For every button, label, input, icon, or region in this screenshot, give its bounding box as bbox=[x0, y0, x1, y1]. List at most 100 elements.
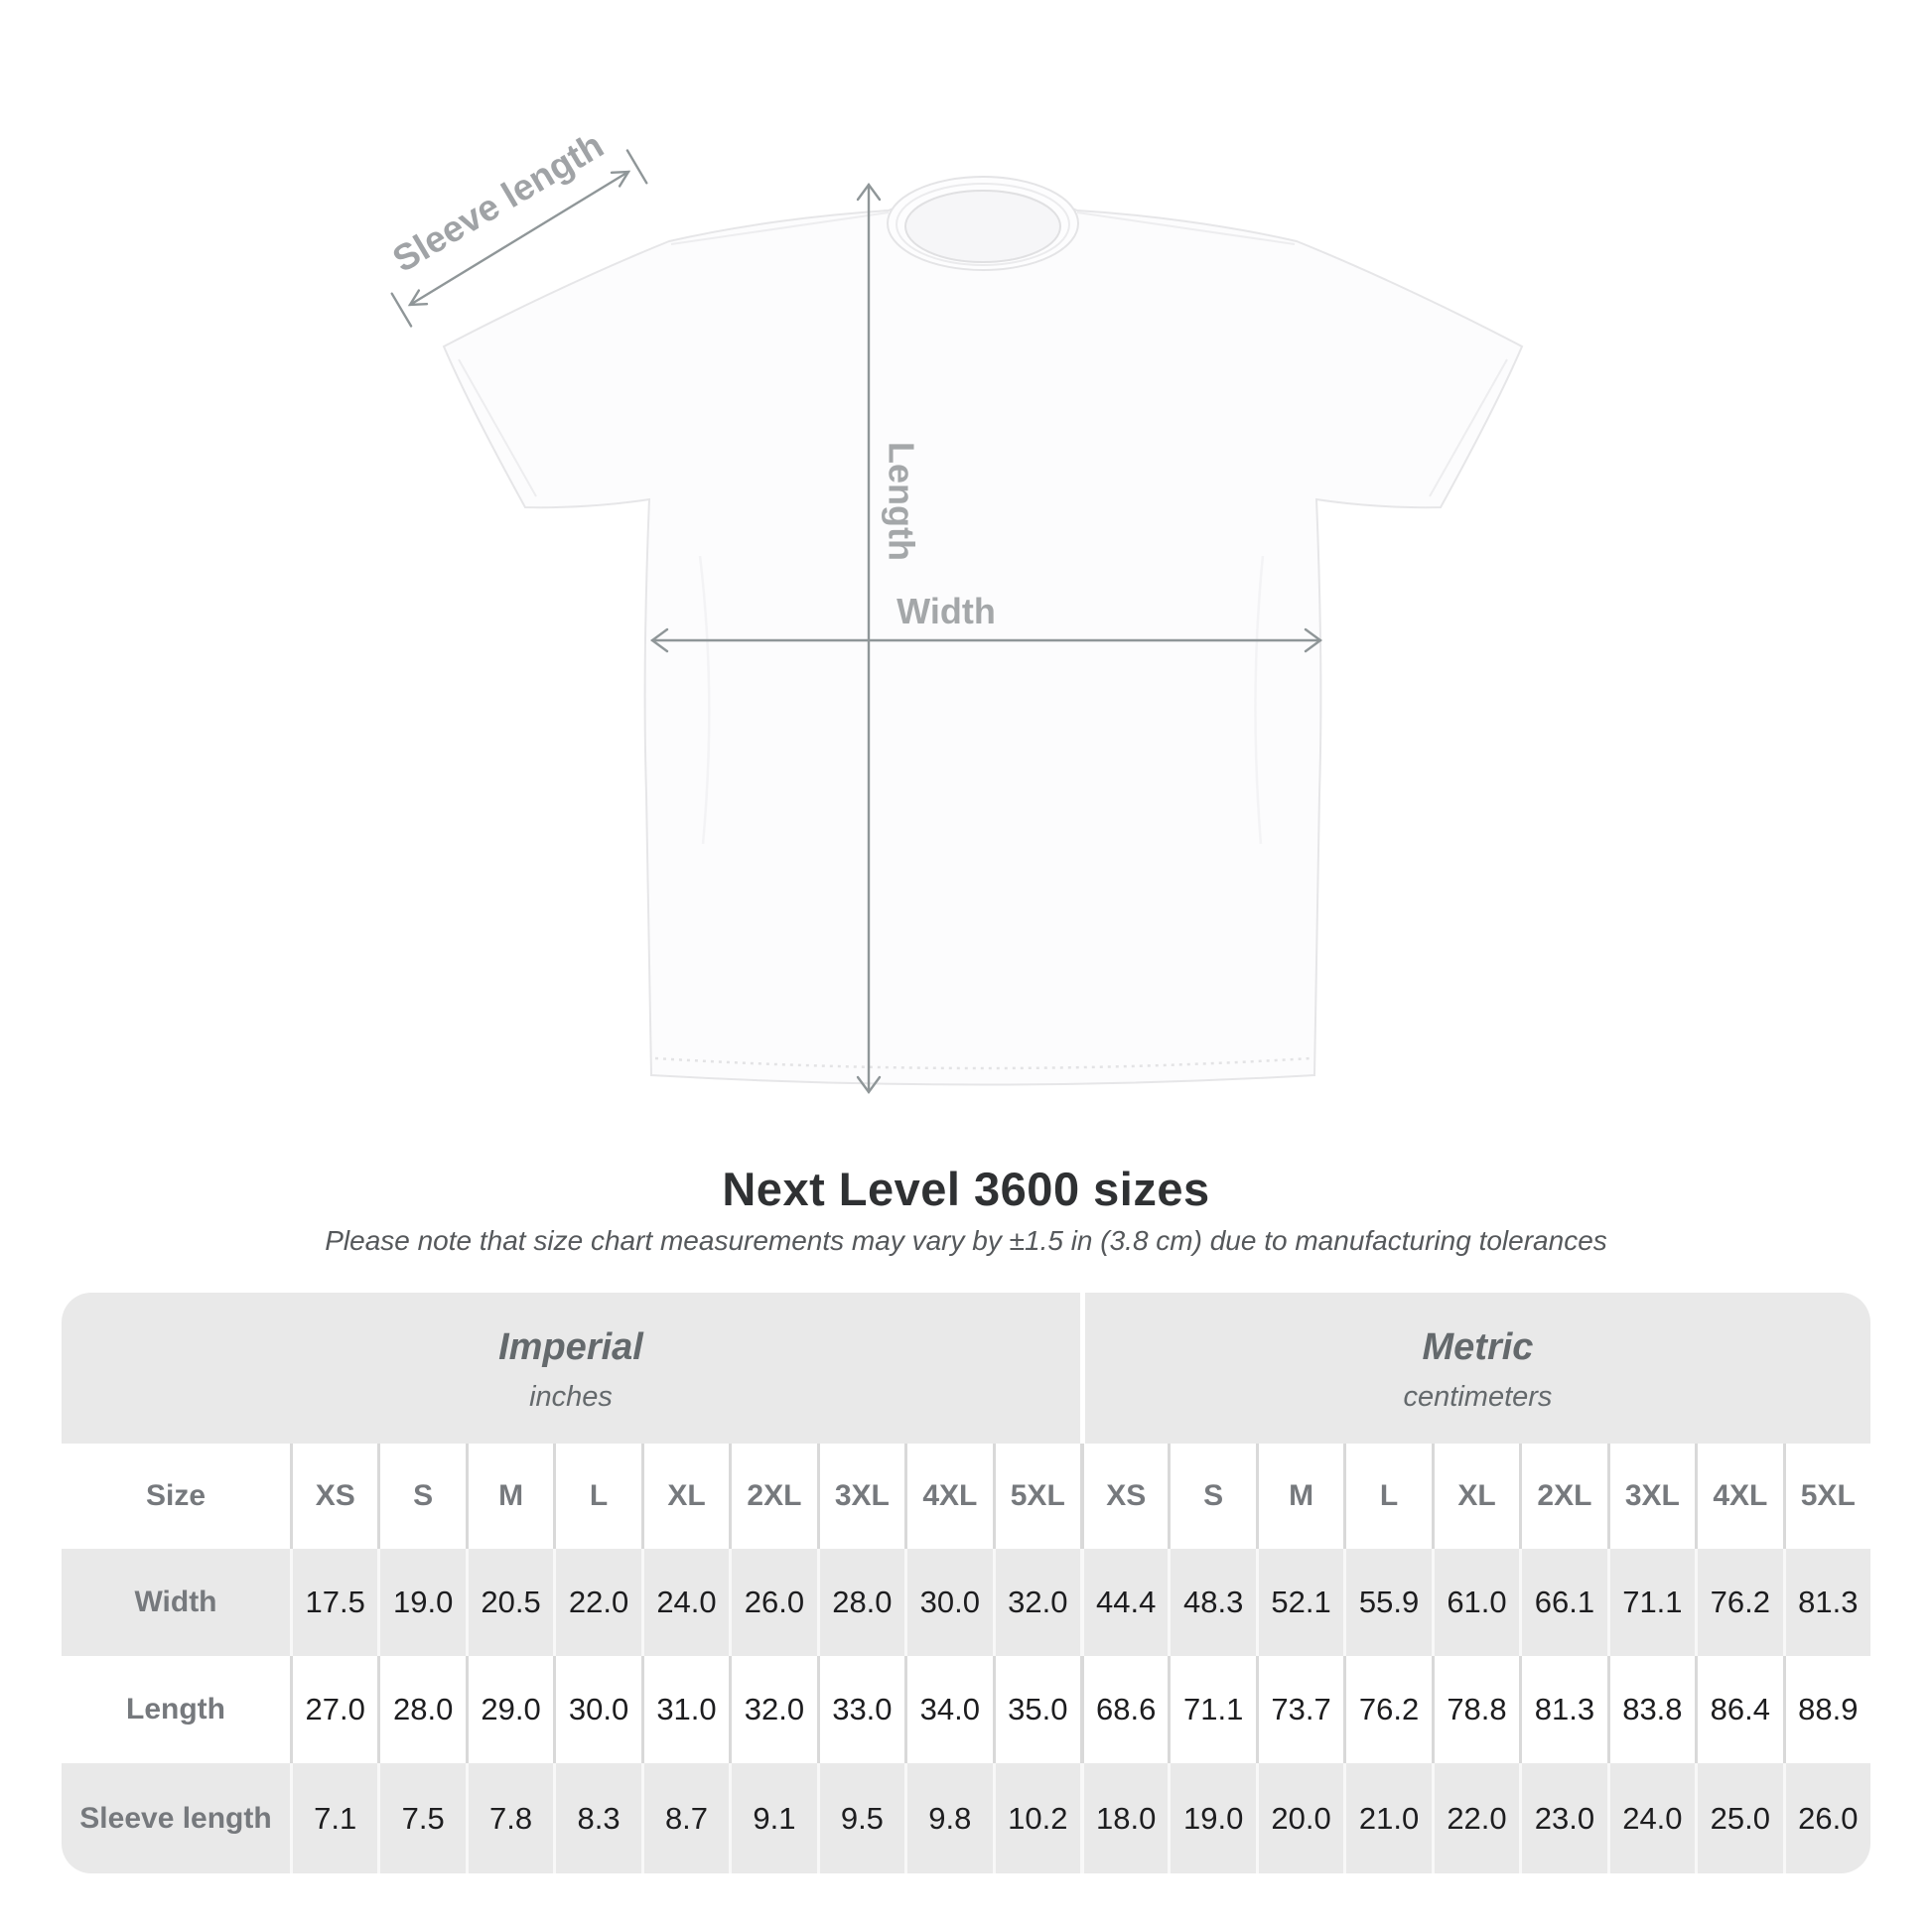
size-header-imperial: L bbox=[553, 1444, 641, 1549]
value-cell-metric: 88.9 bbox=[1782, 1656, 1870, 1763]
value-cell-imperial: 20.5 bbox=[465, 1549, 554, 1656]
tshirt-illustration: Sleeve length Length Width bbox=[386, 124, 1524, 1095]
length-arrow bbox=[856, 182, 882, 1095]
size-header-imperial: 5XL bbox=[992, 1444, 1080, 1549]
value-cell-metric: 66.1 bbox=[1519, 1549, 1607, 1656]
value-cell-imperial: 19.0 bbox=[377, 1549, 466, 1656]
value-cell-imperial: 31.0 bbox=[640, 1656, 730, 1763]
size-header-metric: 3XL bbox=[1606, 1444, 1696, 1549]
value-cell-metric: 76.2 bbox=[1695, 1549, 1783, 1656]
value-cell-metric: 21.0 bbox=[1343, 1763, 1432, 1873]
tshirt-diagram: Sleeve length Length Width bbox=[386, 124, 1524, 1095]
value-cell-imperial: 7.5 bbox=[377, 1763, 466, 1873]
size-column-label: Size bbox=[62, 1444, 290, 1549]
value-cell-imperial: 9.5 bbox=[816, 1763, 905, 1873]
size-header-metric: XL bbox=[1431, 1444, 1520, 1549]
value-cell-imperial: 27.0 bbox=[290, 1656, 378, 1763]
value-cell-metric: 71.1 bbox=[1168, 1656, 1256, 1763]
size-header-metric: XS bbox=[1079, 1444, 1169, 1549]
value-cell-metric: 22.0 bbox=[1431, 1763, 1520, 1873]
collar-opening bbox=[904, 190, 1061, 263]
value-cell-imperial: 28.0 bbox=[816, 1549, 905, 1656]
width-label: Width bbox=[897, 591, 996, 631]
size-header-imperial: 3XL bbox=[816, 1444, 905, 1549]
value-cell-imperial: 33.0 bbox=[816, 1656, 905, 1763]
imperial-group-name: Imperial bbox=[498, 1326, 643, 1368]
value-cell-imperial: 10.2 bbox=[992, 1763, 1080, 1873]
value-cell-imperial: 7.8 bbox=[465, 1763, 554, 1873]
value-cell-imperial: 30.0 bbox=[553, 1656, 641, 1763]
tshirt-body bbox=[442, 188, 1524, 1086]
value-cell-metric: 26.0 bbox=[1782, 1763, 1870, 1873]
metric-group-unit: centimeters bbox=[1403, 1381, 1553, 1413]
body-wrinkle-left bbox=[698, 555, 711, 845]
value-cell-imperial: 26.0 bbox=[729, 1549, 817, 1656]
size-header-metric: L bbox=[1343, 1444, 1432, 1549]
collar-band bbox=[896, 183, 1070, 266]
row-label: Width bbox=[62, 1549, 290, 1656]
right-shoulder-seam bbox=[1076, 211, 1296, 245]
size-table: Imperial inches Metric centimeters Size X… bbox=[62, 1293, 1870, 1873]
value-cell-metric: 81.3 bbox=[1519, 1656, 1607, 1763]
value-cell-metric: 23.0 bbox=[1519, 1763, 1607, 1873]
value-cell-imperial: 7.1 bbox=[290, 1763, 378, 1873]
value-cell-metric: 55.9 bbox=[1343, 1549, 1432, 1656]
value-cell-imperial: 8.3 bbox=[553, 1763, 641, 1873]
value-cell-metric: 68.6 bbox=[1079, 1656, 1169, 1763]
value-cell-metric: 48.3 bbox=[1168, 1549, 1256, 1656]
tolerance-note: Please note that size chart measurements… bbox=[325, 1225, 1607, 1256]
value-cell-metric: 78.8 bbox=[1431, 1656, 1520, 1763]
size-header-imperial: XS bbox=[290, 1444, 378, 1549]
size-header-metric: S bbox=[1168, 1444, 1256, 1549]
length-label: Length bbox=[881, 442, 921, 561]
size-header-metric: M bbox=[1255, 1444, 1344, 1549]
value-cell-metric: 83.8 bbox=[1606, 1656, 1696, 1763]
value-cell-metric: 18.0 bbox=[1079, 1763, 1169, 1873]
value-cell-imperial: 32.0 bbox=[992, 1549, 1080, 1656]
size-header-metric: 4XL bbox=[1695, 1444, 1783, 1549]
value-cell-metric: 20.0 bbox=[1255, 1763, 1344, 1873]
body-wrinkle-right bbox=[1254, 555, 1265, 845]
value-cell-imperial: 34.0 bbox=[904, 1656, 993, 1763]
sleeve-length-arrow bbox=[390, 149, 648, 328]
value-cell-imperial: 22.0 bbox=[553, 1549, 641, 1656]
value-cell-imperial: 24.0 bbox=[640, 1549, 730, 1656]
value-cell-imperial: 29.0 bbox=[465, 1656, 554, 1763]
size-header-metric: 5XL bbox=[1782, 1444, 1870, 1549]
width-arrow bbox=[649, 627, 1323, 653]
size-header-imperial: 4XL bbox=[904, 1444, 993, 1549]
hem-stitch bbox=[654, 1056, 1311, 1070]
imperial-group-unit: inches bbox=[529, 1381, 613, 1413]
metric-group-name: Metric bbox=[1422, 1326, 1534, 1368]
value-cell-metric: 76.2 bbox=[1343, 1656, 1432, 1763]
value-cell-metric: 73.7 bbox=[1255, 1656, 1344, 1763]
page-title: Next Level 3600 sizes bbox=[722, 1163, 1210, 1215]
value-cell-metric: 61.0 bbox=[1431, 1549, 1520, 1656]
value-cell-metric: 71.1 bbox=[1606, 1549, 1696, 1656]
value-cell-imperial: 30.0 bbox=[904, 1549, 993, 1656]
value-cell-imperial: 8.7 bbox=[640, 1763, 730, 1873]
value-cell-metric: 44.4 bbox=[1079, 1549, 1169, 1656]
value-cell-metric: 19.0 bbox=[1168, 1763, 1256, 1873]
value-cell-metric: 86.4 bbox=[1695, 1656, 1783, 1763]
row-label: Length bbox=[62, 1656, 290, 1763]
size-header-imperial: 2XL bbox=[729, 1444, 817, 1549]
value-cell-imperial: 9.8 bbox=[904, 1763, 993, 1873]
left-cuff-seam bbox=[458, 358, 537, 497]
value-cell-imperial: 9.1 bbox=[729, 1763, 817, 1873]
value-cell-imperial: 35.0 bbox=[992, 1656, 1080, 1763]
value-cell-metric: 81.3 bbox=[1782, 1549, 1870, 1656]
size-header-imperial: S bbox=[377, 1444, 466, 1549]
metric-group-header: Metric centimeters bbox=[1079, 1293, 1870, 1444]
imperial-group-header: Imperial inches bbox=[62, 1293, 1080, 1444]
right-cuff-seam bbox=[1429, 358, 1508, 497]
row-label: Sleeve length bbox=[62, 1763, 290, 1873]
value-cell-imperial: 28.0 bbox=[377, 1656, 466, 1763]
size-header-metric: 2XL bbox=[1519, 1444, 1607, 1549]
value-cell-metric: 25.0 bbox=[1695, 1763, 1783, 1873]
value-cell-imperial: 17.5 bbox=[290, 1549, 378, 1656]
value-cell-metric: 52.1 bbox=[1255, 1549, 1344, 1656]
size-header-imperial: XL bbox=[640, 1444, 730, 1549]
value-cell-metric: 24.0 bbox=[1606, 1763, 1696, 1873]
